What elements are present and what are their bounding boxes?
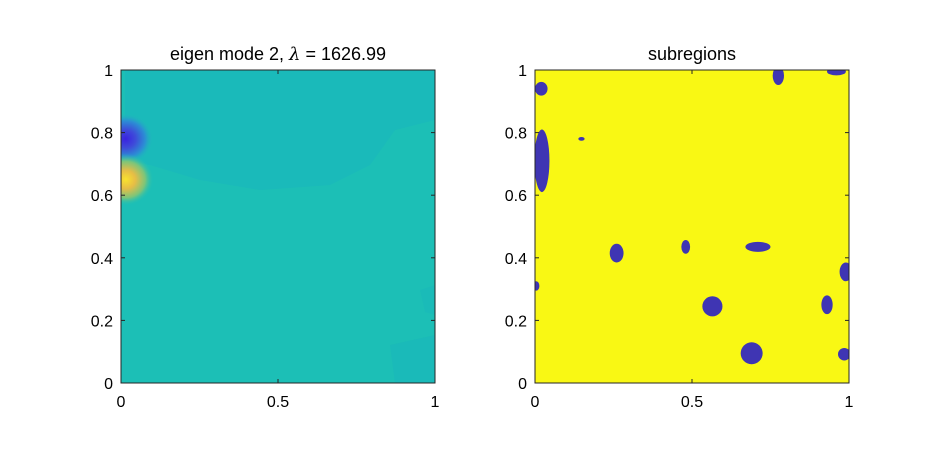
x-tick-label: 0 xyxy=(117,394,126,411)
subregion-blob xyxy=(535,81,548,96)
subregion-blob xyxy=(609,243,624,263)
y-tick-label: 0.8 xyxy=(91,126,113,143)
y-tick-label: 0.4 xyxy=(91,251,113,268)
eigen-mode-axes: 0 0.5 1 0 0.2 0.4 0.6 0.8 1 xyxy=(91,63,440,411)
title-prefix: eigen mode 2, xyxy=(170,44,289,64)
eigen-mode-peaks xyxy=(121,112,154,206)
subregion-blob xyxy=(535,129,550,193)
subregion-blob xyxy=(745,241,771,252)
negative-peak xyxy=(121,112,154,165)
y-tick-label: 0 xyxy=(518,376,527,393)
x-tick-label: 0.5 xyxy=(267,394,289,411)
subregion-blob xyxy=(578,136,585,141)
field-shade-region xyxy=(390,335,435,383)
subregions-blobs xyxy=(535,70,849,365)
subregion-blob xyxy=(827,70,846,76)
subregions-field xyxy=(535,70,849,383)
y-tick-label: 0.6 xyxy=(91,188,113,205)
positive-peak xyxy=(121,153,154,206)
y-tick-label: 0.4 xyxy=(505,251,527,268)
subregion-blob xyxy=(681,239,691,254)
subregions-axes: 0 0.5 1 0 0.2 0.4 0.6 0.8 1 xyxy=(505,63,854,411)
eigen-mode-title: eigen mode 2, λ = 1626.99 xyxy=(170,44,386,65)
subregion-blob xyxy=(535,281,540,291)
eigen-mode-plot: 0 0.5 1 0 0.2 0.4 0.6 0.8 1 eigen mode 2, λ = 16… xyxy=(91,44,440,411)
y-tick-label: 1 xyxy=(104,63,113,80)
subregion-blob xyxy=(838,347,849,361)
y-tick-label: 0.2 xyxy=(505,313,527,330)
subregions-title: subregions xyxy=(648,44,736,64)
y-tick-label: 1 xyxy=(518,63,527,80)
y-tick-label: 0.8 xyxy=(505,126,527,143)
x-tick-label: 1 xyxy=(431,394,440,411)
subregions-plot: 0 0.5 1 0 0.2 0.4 0.6 0.8 1 subregions xyxy=(505,44,854,411)
subregion-blob xyxy=(772,70,785,86)
subregion-blob xyxy=(702,296,723,317)
eigen-mode-shading xyxy=(125,70,435,383)
x-tick-label: 0 xyxy=(531,394,540,411)
field-shade-region xyxy=(125,70,435,190)
lambda-symbol: λ xyxy=(288,44,300,65)
x-tick-label: 0.5 xyxy=(681,394,703,411)
x-tick-label: 1 xyxy=(845,394,854,411)
field-shade-region xyxy=(420,285,435,315)
title-suffix: = 1626.99 xyxy=(300,44,386,64)
y-tick-label: 0 xyxy=(104,376,113,393)
y-tick-label: 0.6 xyxy=(505,188,527,205)
subregion-blob xyxy=(839,262,849,282)
subregion-blob xyxy=(740,342,763,365)
subregion-blob xyxy=(821,295,833,315)
y-tick-label: 0.2 xyxy=(91,313,113,330)
